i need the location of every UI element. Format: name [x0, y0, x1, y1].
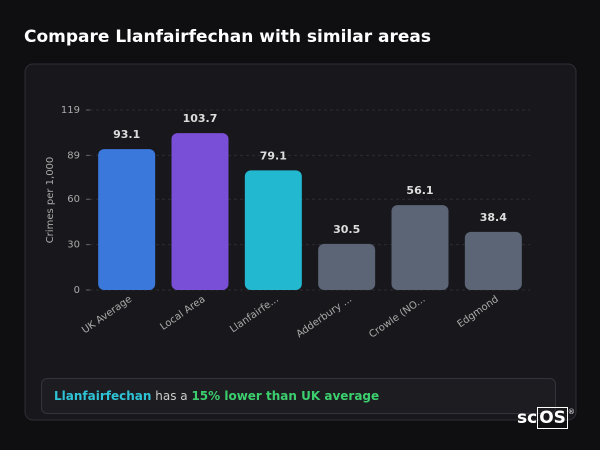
- summary-text: has a: [155, 389, 188, 403]
- value-label: 93.1: [113, 128, 140, 141]
- y-tick-label: 119: [61, 105, 80, 116]
- y-tick-label: 89: [67, 150, 80, 161]
- place-name: Llanfairfechan: [54, 389, 152, 403]
- logo-boxed: OS: [537, 407, 568, 429]
- y-axis-label: Crimes per 1,000: [45, 157, 56, 244]
- bar: [391, 205, 449, 290]
- summary-box: Llanfairfechan has a 15% lower than UK a…: [41, 378, 556, 414]
- bar: [98, 149, 156, 290]
- bar: [318, 243, 376, 290]
- bar: [464, 231, 522, 290]
- y-tick-label: 0: [74, 285, 80, 296]
- value-label: 79.1: [260, 149, 287, 162]
- logo-text: sc: [517, 408, 538, 428]
- value-label: 30.5: [333, 223, 360, 236]
- logo-mark: ®: [567, 408, 575, 416]
- y-tick-label: 60: [67, 194, 80, 205]
- value-label: 56.1: [406, 184, 433, 197]
- value-label: 103.7: [183, 112, 218, 125]
- bar: [244, 170, 302, 290]
- chart-title: Compare Llanfairfechan with similar area…: [24, 27, 431, 47]
- value-label: 38.4: [480, 211, 507, 224]
- logo: sc OS ®: [517, 407, 575, 429]
- summary-highlight: 15% lower than UK average: [191, 389, 380, 403]
- bar: [171, 133, 229, 290]
- y-tick-label: 30: [67, 240, 80, 251]
